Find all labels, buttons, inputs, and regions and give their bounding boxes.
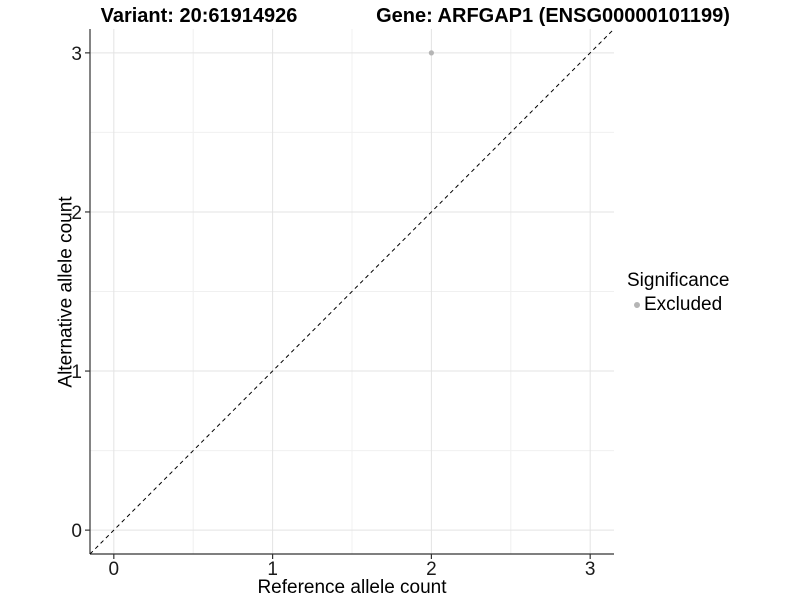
legend-entry-excluded: Excluded (627, 294, 729, 315)
legend-title: Significance (627, 270, 730, 291)
x-axis-title: Reference allele count (257, 577, 447, 598)
y-tick-label: 1 (71, 362, 82, 383)
identity-dashed-line (89, 28, 615, 555)
y-tick-label: 3 (71, 44, 82, 65)
x-tick-label: 1 (267, 559, 278, 580)
variant-title: Variant: 20:61914926 (100, 5, 298, 27)
y-tick-label: 2 (71, 203, 82, 224)
data-point (428, 50, 434, 56)
legend: Significance Excluded (627, 270, 729, 315)
x-tick-label: 0 (109, 559, 120, 580)
x-tick-label: 3 (585, 559, 596, 580)
legend-entry-label: Excluded (644, 294, 723, 315)
y-tick-label: 0 (71, 521, 82, 542)
y-axis-title: Alternative allele count (55, 196, 77, 388)
gene-title: Gene: ARFGAP1 (ENSG00000101199) (376, 5, 730, 27)
x-tick-label: 2 (426, 559, 437, 580)
excluded-point-icon (634, 301, 640, 308)
